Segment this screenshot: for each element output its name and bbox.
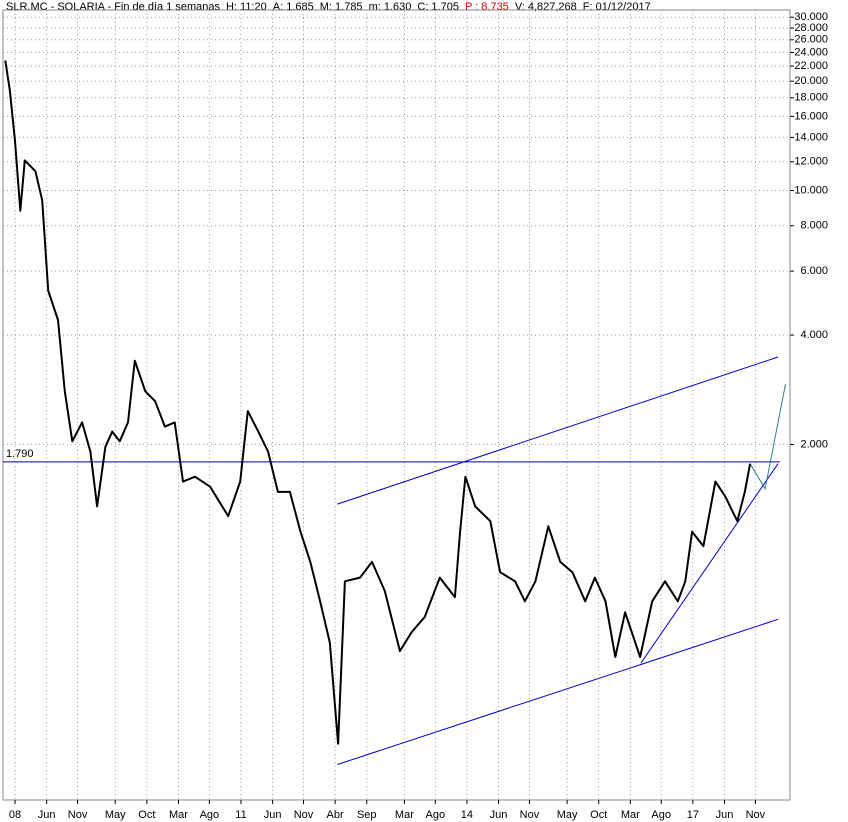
y-tick-label: 24.000 [794,46,828,58]
x-tick-label: Mar [395,809,414,821]
price-line [4,60,752,745]
x-tick-label: Jun [490,809,508,821]
x-tick-label: Jun [716,809,734,821]
y-tick-label: 14.000 [794,131,828,143]
x-tick-label: Nov [294,809,314,821]
y-tick-label: 26.000 [794,34,828,46]
x-tick-label: 08 [9,809,21,821]
x-tick-label: Ago [651,809,671,821]
y-tick-label: 28.000 [794,22,828,34]
y-tick-label: 20.000 [794,75,828,87]
x-tick-label: Mar [621,809,640,821]
y-tick-label: 8.000 [800,220,828,232]
x-tick-label: 14 [461,809,473,821]
y-tick-label: 12.000 [794,156,828,168]
trend-line [337,618,779,765]
x-tick-label: Jun [38,809,56,821]
x-tick-label: Ago [200,809,220,821]
y-tick-label: 30.000 [794,11,828,23]
x-tick-label: Jun [264,809,282,821]
y-tick-label: 4.000 [800,329,828,341]
x-tick-label: Nov [746,809,766,821]
x-tick-label: May [105,809,126,821]
x-tick-label: Nov [68,809,88,821]
x-tick-label: 11 [235,809,246,821]
y-tick-label: 22.000 [794,60,828,72]
plot-frame [2,9,791,801]
x-tick-label: Abr [327,809,344,821]
x-tick-label: Nov [520,809,540,821]
y-tick-label: 2.000 [800,438,828,450]
y-tick-label: 18.000 [794,92,828,104]
trend-line [640,463,779,664]
x-tick-label: Sep [357,809,377,821]
trend-line [337,356,779,505]
x-tick-label: Oct [590,809,607,821]
x-tick-label: Oct [138,809,155,821]
y-tick-label: 6.000 [800,265,828,277]
reference-label: 1.790 [6,448,34,460]
x-tick-label: May [557,809,578,821]
y-tick-label: 10.000 [794,184,828,196]
x-tick-label: Mar [169,809,188,821]
x-tick-label: Ago [425,809,445,821]
x-tick-label: 17 [687,809,699,821]
trend-line [749,384,786,491]
y-tick-label: 16.000 [794,110,828,122]
